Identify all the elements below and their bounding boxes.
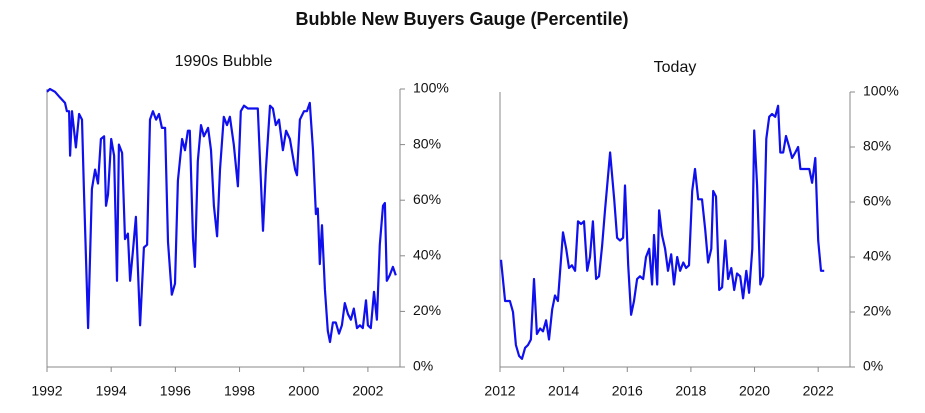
y-tick-label: 60% [863,193,891,209]
y-tick-label: 80% [413,135,441,151]
data-line [499,104,825,360]
x-tick-label: 1994 [96,383,127,399]
x-tick-label: 2022 [803,383,834,399]
y-tick-label: 20% [863,303,891,319]
x-tick-label: 2012 [484,383,515,399]
x-tick-label: 1992 [31,383,62,399]
x-tick-label: 1996 [160,383,191,399]
y-tick-label: 0% [863,358,883,374]
x-tick-label: 2018 [675,383,706,399]
y-tick-label: 60% [413,191,441,207]
y-tick-label: 40% [863,248,891,264]
y-tick-label: 80% [863,138,891,154]
y-tick-label: 100% [863,83,899,99]
x-tick-label: 2000 [288,383,319,399]
data-line [46,87,397,344]
x-tick-label: 2002 [352,383,383,399]
figure-title: Bubble New Buyers Gauge (Percentile) [295,9,628,29]
y-tick-label: 20% [413,302,441,318]
x-tick-label: 2014 [548,383,579,399]
x-tick-label: 2020 [739,383,770,399]
chart-title: 1990s Bubble [175,53,273,70]
x-tick-label: 2016 [612,383,643,399]
y-tick-label: 100% [413,80,449,96]
x-tick-label: 1998 [224,383,255,399]
chart-title: Today [654,59,697,76]
y-tick-label: 40% [413,247,441,263]
y-tick-label: 0% [413,358,433,374]
